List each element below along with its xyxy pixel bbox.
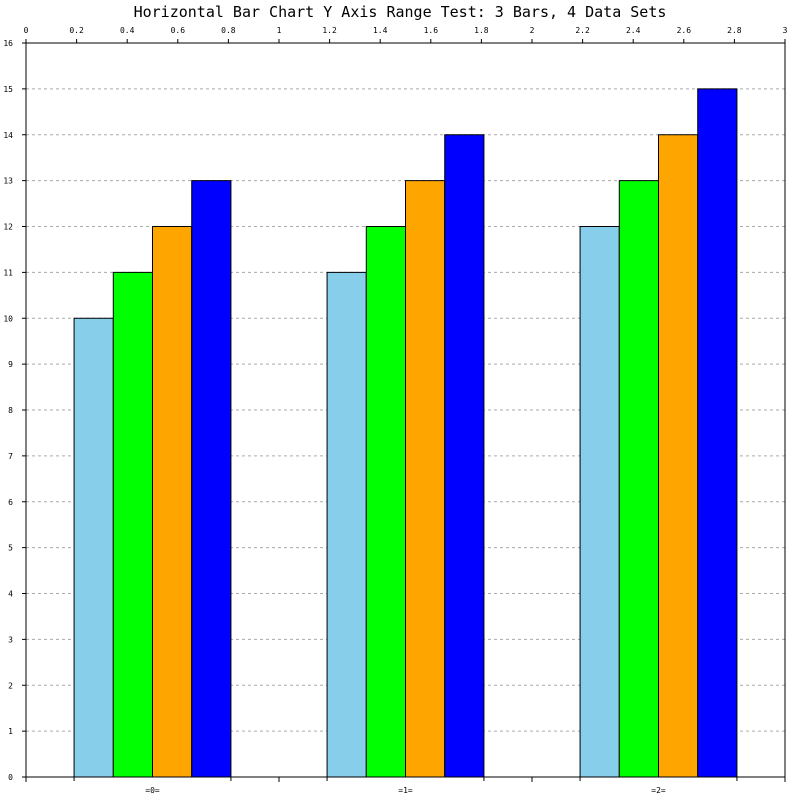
- y-tick-label: 16: [3, 39, 13, 48]
- y-tick-label: 4: [8, 590, 13, 599]
- x-tick-label: =0=: [145, 786, 160, 795]
- y-tick-label: 7: [8, 452, 13, 461]
- bar: [152, 226, 193, 778]
- y-tick-label: 6: [8, 498, 13, 507]
- bar: [191, 180, 232, 778]
- top-tick-label: 0: [24, 26, 29, 35]
- chart-title: Horizontal Bar Chart Y Axis Range Test: …: [134, 3, 667, 21]
- bar: [444, 134, 485, 778]
- y-tick-label: 3: [8, 635, 13, 644]
- bar: [579, 226, 620, 778]
- bar: [658, 134, 699, 778]
- y-tick-label: 12: [3, 223, 13, 232]
- y-tick-label: 2: [8, 681, 13, 690]
- top-tick-label: 2.4: [626, 26, 641, 35]
- axes: [22, 39, 786, 782]
- y-tick-label: 15: [3, 85, 13, 94]
- top-tick-label: 1: [277, 26, 282, 35]
- top-tick-label: 1.6: [424, 26, 439, 35]
- top-tick-label: 1.4: [373, 26, 388, 35]
- y-tick-label: 1: [8, 727, 13, 736]
- y-tick-label: 9: [8, 360, 13, 369]
- top-tick-label: 2.6: [677, 26, 692, 35]
- top-tick-label: 2: [530, 26, 535, 35]
- top-tick-label: 1.8: [474, 26, 489, 35]
- top-tick-label: 2.8: [727, 26, 742, 35]
- top-tick-label: 3: [783, 26, 788, 35]
- bar: [326, 271, 367, 778]
- x-tick-label: =1=: [398, 786, 413, 795]
- x-tick-label: =2=: [651, 786, 666, 795]
- bar: [618, 180, 659, 778]
- bar: [365, 226, 407, 778]
- y-tick-label: 0: [8, 773, 13, 782]
- top-tick-label: 1.2: [322, 26, 337, 35]
- bar: [73, 317, 114, 778]
- top-tick-label: 0.6: [171, 26, 186, 35]
- y-tick-label: 8: [8, 406, 13, 415]
- top-tick-label: 0.8: [221, 26, 236, 35]
- y-tick-label: 13: [3, 177, 13, 186]
- y-tick-label: 10: [3, 314, 13, 323]
- bar: [697, 88, 738, 778]
- bars: [73, 88, 738, 778]
- top-tick-label: 0.2: [69, 26, 84, 35]
- top-tick-label: 2.2: [575, 26, 590, 35]
- bar: [112, 271, 154, 778]
- y-tick-label: 5: [8, 544, 13, 553]
- bar: [405, 180, 446, 778]
- y-tick-label: 11: [3, 268, 13, 277]
- top-tick-label: 0.4: [120, 26, 135, 35]
- y-tick-label: 14: [3, 131, 13, 140]
